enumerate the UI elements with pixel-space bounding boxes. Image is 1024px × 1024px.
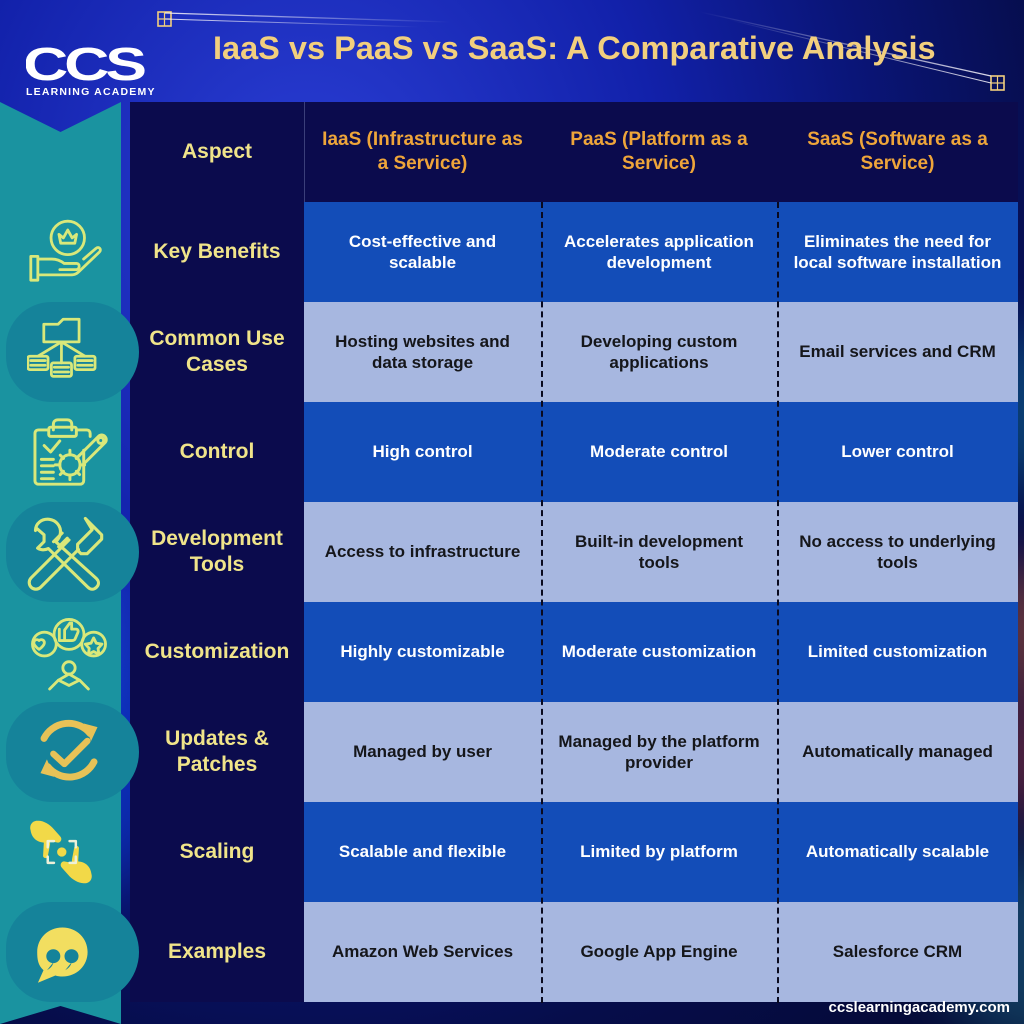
svg-text:CCS: CCS [26,38,145,90]
svg-text:LEARNING ACADEMY: LEARNING ACADEMY [26,86,156,98]
